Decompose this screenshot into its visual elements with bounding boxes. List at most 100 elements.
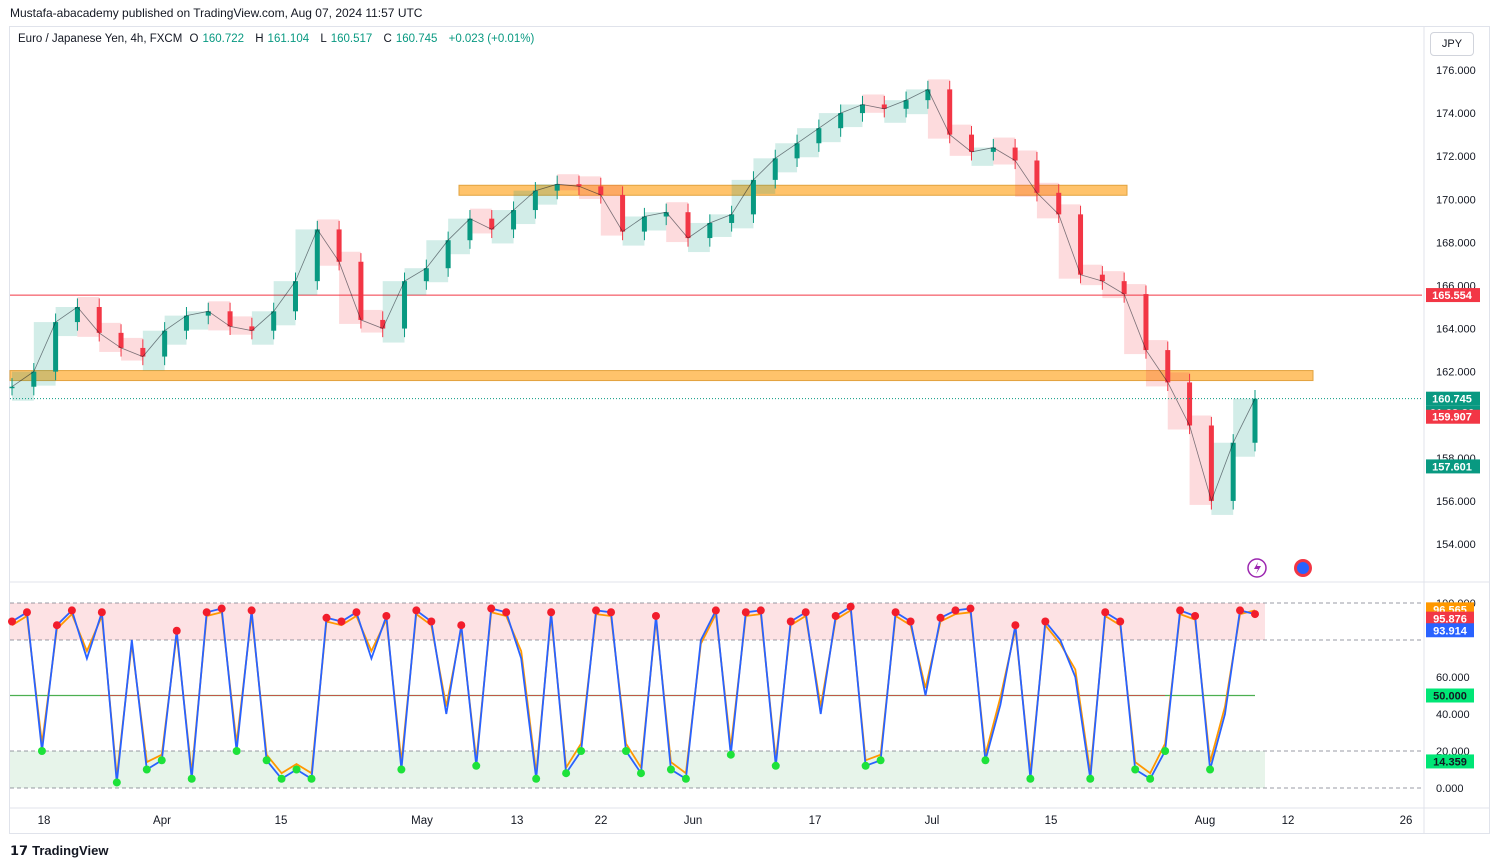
oversold-dot — [1146, 774, 1155, 783]
trend-band-segment — [993, 137, 1016, 165]
trend-band-segment — [753, 158, 776, 194]
pane-icons — [1247, 558, 1312, 578]
overbought-dot — [966, 604, 975, 613]
overbought-dot — [906, 617, 915, 626]
legend-high: 161.104 — [267, 33, 310, 45]
candle-body — [380, 319, 386, 329]
overbought-dot — [607, 608, 616, 617]
overbought-dot — [427, 617, 436, 626]
tradingview-footer[interactable]: 𝟭𝟳 TradingView — [10, 843, 108, 859]
osc-value-box — [1426, 754, 1474, 769]
trend-band-segment — [884, 100, 907, 123]
candle-body — [620, 194, 626, 232]
trend-band-segment — [513, 190, 536, 225]
osc-tick-label: 0.000 — [1436, 783, 1464, 795]
overbought-dot — [52, 621, 61, 630]
trend-band-segment — [644, 212, 667, 231]
price-label-box — [1426, 391, 1480, 406]
trend-band-segment — [1036, 182, 1059, 219]
time-tick-label: 12 — [1282, 815, 1295, 827]
legend-close: 160.745 — [395, 33, 438, 45]
stoch-d-line — [11, 608, 1256, 778]
oversold-dot — [577, 747, 586, 755]
overbought-dot — [172, 626, 181, 635]
oversold-dot — [1161, 747, 1170, 755]
overbought-band — [10, 603, 1265, 640]
price-tick-label: 162.000 — [1436, 367, 1476, 379]
overbought-dot — [217, 604, 226, 613]
candle-body — [1187, 382, 1193, 426]
candle-body — [118, 332, 124, 348]
price-label-text: 165.554 — [1432, 290, 1473, 302]
oscillator-axis: 100.00060.00040.00020.0000.00096.56595.8… — [1426, 598, 1476, 795]
candle-body — [1099, 274, 1105, 282]
time-tick-label: 13 — [511, 815, 524, 827]
trend-band-segment — [491, 210, 514, 244]
trend-band-segment — [164, 315, 187, 345]
candle-body — [685, 212, 691, 239]
legend-open: 160.722 — [202, 33, 245, 45]
candle-body — [1034, 160, 1040, 193]
trend-band-segment — [208, 301, 231, 331]
time-tick-label: 18 — [38, 815, 51, 827]
candle-body — [990, 147, 996, 152]
time-axis: 18 Apr 15 May 13 22 Jun 17 Jul 15 Aug 12 26 — [38, 815, 1413, 827]
overbought-dot — [382, 611, 391, 620]
trend-band-segment — [1145, 340, 1168, 387]
candle-body — [1056, 192, 1062, 215]
osc-tick-label: 40.000 — [1436, 709, 1470, 721]
time-tick-label: Jun — [684, 815, 703, 827]
overbought-dot — [1251, 610, 1259, 619]
trend-band-segment — [731, 179, 754, 229]
trend-band-segment — [688, 222, 710, 253]
overbought-dot — [1236, 606, 1245, 615]
trend-band-segment — [862, 94, 885, 113]
overbought-dot — [322, 613, 331, 622]
candle-body — [183, 315, 189, 331]
price-label-text: 160.745 — [1432, 394, 1472, 406]
candle-body — [1252, 398, 1258, 443]
candle-body — [358, 261, 364, 320]
oversold-dot — [157, 756, 166, 765]
price-tick-label: 176.000 — [1436, 65, 1476, 77]
trend-band-segment — [1233, 398, 1255, 457]
chart-frame — [9, 26, 1490, 834]
candle-body — [53, 322, 59, 372]
trend-band-segment — [99, 322, 122, 352]
candle-body — [816, 128, 822, 144]
candle-body — [576, 184, 582, 187]
trend-band-segment — [971, 147, 994, 166]
trend-band-segment — [404, 268, 427, 296]
candle-body — [750, 179, 756, 215]
trend-band-segment — [448, 218, 470, 255]
trend-band-segment — [469, 208, 492, 234]
candle-body — [532, 190, 538, 211]
osc-value-box — [1426, 623, 1474, 638]
price-line — [11, 88, 1256, 503]
tradingview-logo-icon: 𝟭𝟳 — [10, 843, 29, 858]
osc-value-text: 95.876 — [1433, 614, 1467, 626]
currency-button[interactable]: JPY — [1430, 32, 1474, 56]
oversold-dot — [981, 756, 990, 765]
price-tick-label: 154.000 — [1436, 539, 1476, 551]
osc-value-text: 50.000 — [1433, 691, 1467, 703]
trend-band-segment — [1015, 150, 1037, 197]
trend-band-segment — [949, 124, 972, 156]
candle-body — [467, 218, 473, 241]
lightning-icon[interactable] — [1247, 558, 1267, 578]
trend-band-segment — [600, 184, 623, 236]
legend-symbol[interactable]: Euro / Japanese Yen, 4h, FXCM — [18, 33, 183, 45]
trend-band-segment — [273, 281, 296, 326]
oversold-dot — [666, 765, 675, 774]
time-tick-label: 17 — [809, 815, 822, 827]
oversold-dot — [232, 747, 241, 755]
candle-body — [707, 222, 713, 239]
candle-body — [1012, 147, 1018, 161]
price-label-text: 159.907 — [1432, 412, 1472, 424]
trend-band-segment — [295, 229, 318, 296]
candle-body — [1165, 350, 1171, 383]
oversold-dot — [622, 747, 631, 755]
candle-body — [74, 307, 80, 323]
oversold-dot — [1131, 765, 1140, 774]
